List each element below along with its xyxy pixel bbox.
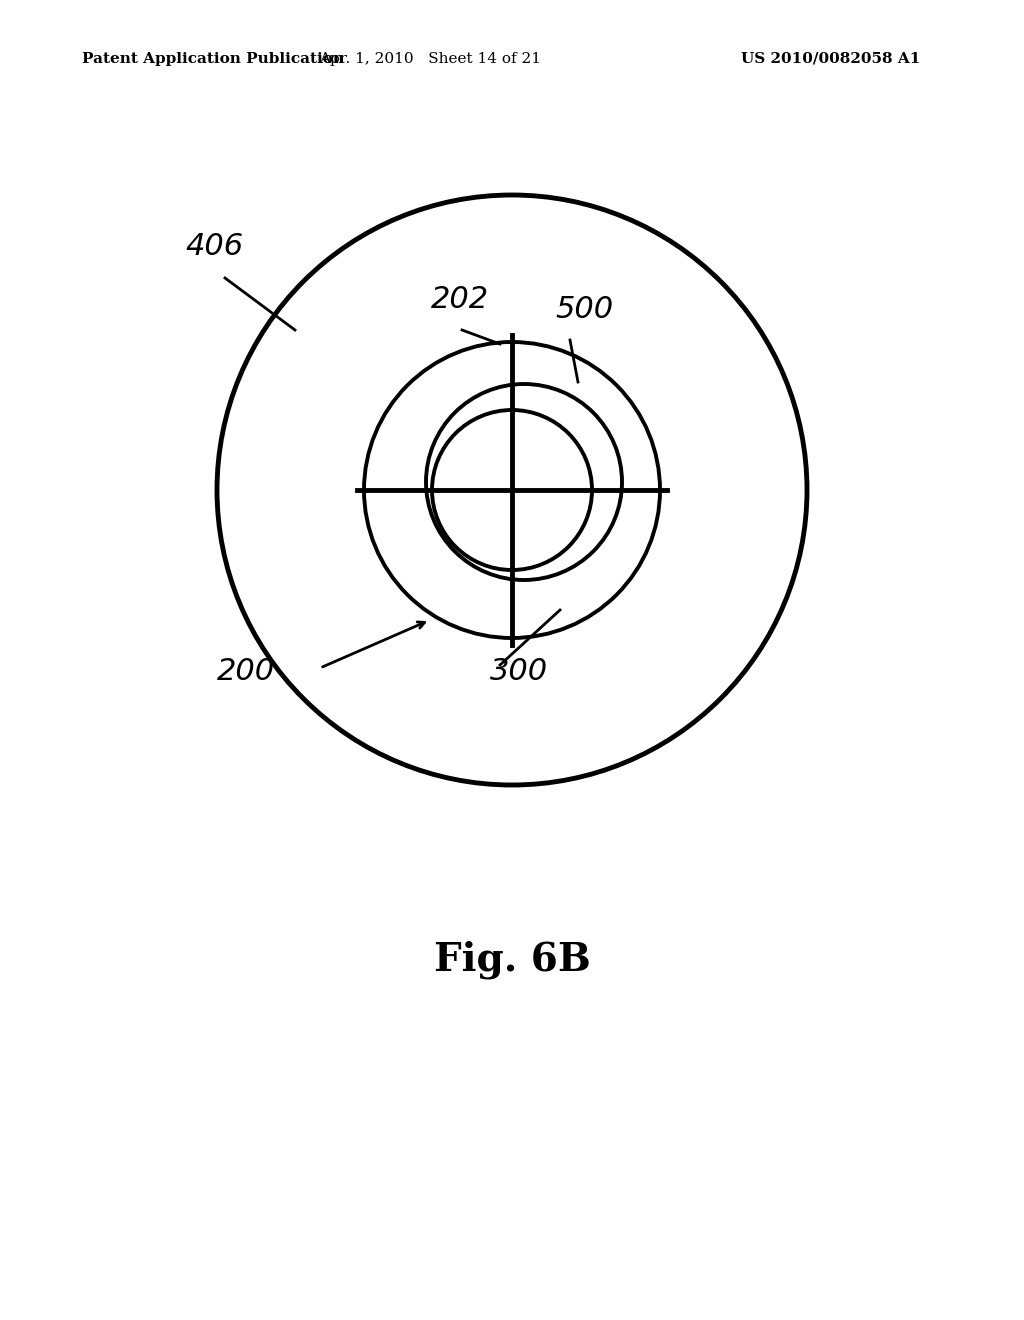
Text: Patent Application Publication: Patent Application Publication [82, 51, 344, 66]
Text: US 2010/0082058 A1: US 2010/0082058 A1 [740, 51, 920, 66]
Text: 202: 202 [431, 285, 489, 314]
Text: Fig. 6B: Fig. 6B [433, 941, 591, 979]
Text: 406: 406 [185, 232, 243, 261]
Text: 300: 300 [490, 657, 548, 686]
Text: 200: 200 [217, 657, 275, 686]
Text: Apr. 1, 2010   Sheet 14 of 21: Apr. 1, 2010 Sheet 14 of 21 [319, 51, 541, 66]
Text: 500: 500 [555, 294, 613, 323]
